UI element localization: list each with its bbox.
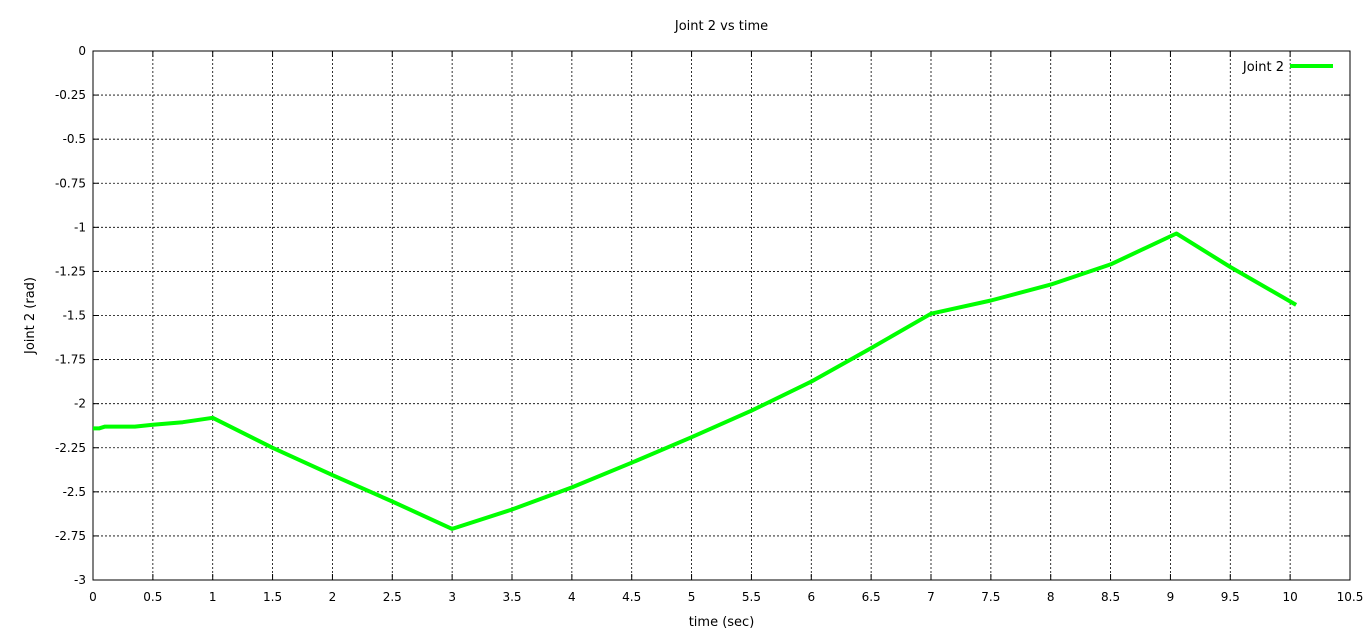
series-lines [93,231,1298,531]
x-tick-label: 6 [807,590,815,604]
y-tick-label: -2.5 [63,485,86,499]
grid [93,51,1350,580]
x-tick-label: 3.5 [502,590,521,604]
y-tick-label: -3 [74,573,86,587]
x-tick-label: 5 [688,590,696,604]
x-tick-label: 8.5 [1101,590,1120,604]
x-tick-label: 6.5 [862,590,881,604]
x-tick-label: 4.5 [622,590,641,604]
legend: Joint 2 [1242,60,1333,75]
x-tick-label: 0.5 [143,590,162,604]
y-tick-label: -1.25 [55,264,86,278]
y-tick-label: -0.5 [63,132,86,146]
x-tick-label: 0 [89,590,97,604]
x-tick-label: 8 [1047,590,1055,604]
y-tick-label: -1 [74,220,86,234]
chart-title: Joint 2 vs time [674,19,768,34]
y-axis-label: Joint 2 (rad) [23,277,38,355]
x-tick-label: 2 [329,590,337,604]
x-tick-label: 3 [448,590,456,604]
y-tick-label: -1.75 [55,353,86,367]
series-line-0 [93,231,1298,531]
axis-ticks: 0 0.5 1 1.5 2 2.5 3 3.5 4 4.5 5 5.5 6 6.5 7 7.5 8 8.5 9 9.5… [55,44,1363,604]
x-tick-label: 10.5 [1337,590,1364,604]
x-tick-label: 7.5 [981,590,1000,604]
y-tick-label: -2 [74,397,86,411]
x-tick-label: 1 [209,590,217,604]
y-tick-label: -2.25 [55,441,86,455]
y-tick-label: -2.75 [55,529,86,543]
x-tick-label: 9.5 [1221,590,1240,604]
x-tick-label: 5.5 [742,590,761,604]
y-tick-label: -1.5 [63,309,86,323]
x-tick-label: 9 [1167,590,1175,604]
x-tick-label: 4 [568,590,576,604]
y-tick-label: 0 [78,44,86,58]
y-tick-label: -0.25 [55,88,86,102]
legend-label: Joint 2 [1242,60,1284,75]
x-tick-label: 7 [927,590,935,604]
y-tick-label: -0.75 [55,176,86,190]
x-tick-label: 1.5 [263,590,282,604]
x-axis-label: time (sec) [689,615,755,630]
x-tick-label: 2.5 [383,590,402,604]
x-tick-label: 10 [1283,590,1298,604]
